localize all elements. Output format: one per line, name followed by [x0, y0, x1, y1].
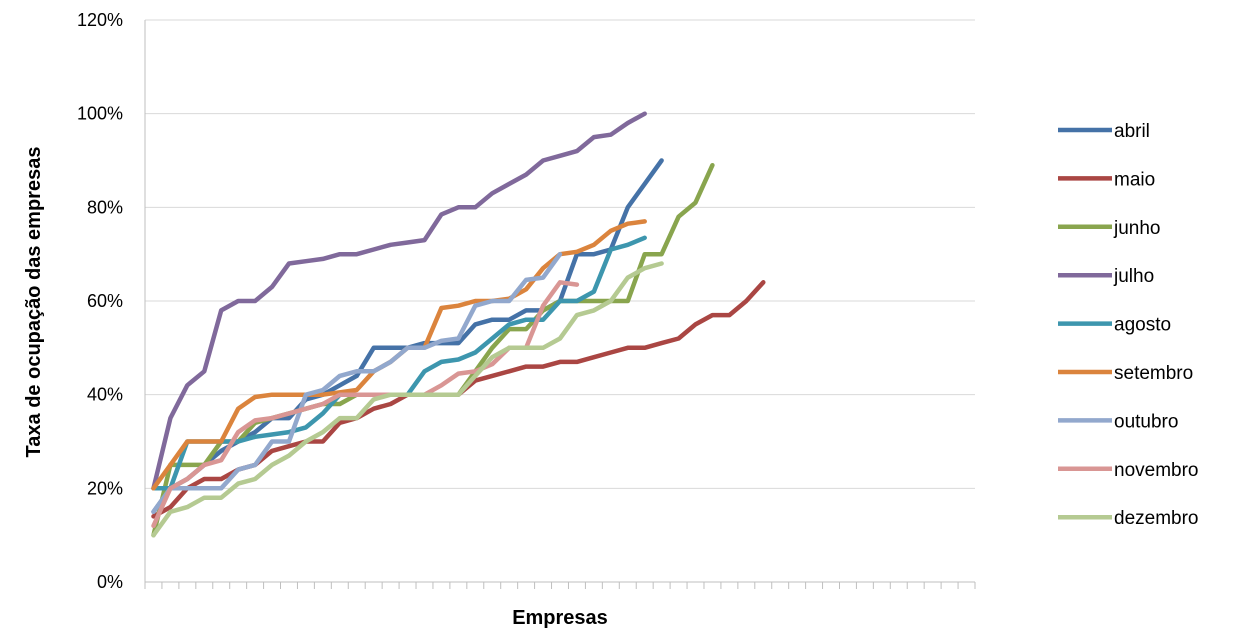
legend: abril maio junho julho agosto setembro outubro…	[1058, 121, 1199, 529]
legend-label-abril: abril	[1114, 121, 1150, 142]
legend-label-outubro: outubro	[1114, 411, 1178, 432]
legend-label-julho: julho	[1113, 266, 1154, 287]
legend-label-dezembro: dezembro	[1114, 508, 1199, 529]
legend-label-maio: maio	[1114, 169, 1155, 190]
y-tick-labels: 0% 20% 40% 60% 80% 100% 120%	[77, 10, 123, 592]
series-line-outubro	[151, 251, 563, 515]
y-tick-label: 120%	[77, 10, 123, 30]
y-tick-label: 60%	[87, 291, 123, 311]
legend-label-setembro: setembro	[1114, 363, 1193, 384]
series-line-abril	[151, 158, 664, 515]
series-lines	[151, 111, 766, 538]
axes	[144, 20, 975, 583]
x-tick-marks	[144, 582, 976, 589]
y-tick-label: 80%	[87, 197, 123, 217]
y-axis-title: Taxa de ocupação das empresas	[23, 147, 45, 458]
series-line-julho	[151, 111, 647, 491]
series-line-dezembro	[151, 261, 664, 538]
y-tick-label: 20%	[87, 478, 123, 498]
x-axis-title: Empresas	[512, 607, 608, 629]
legend-label-junho: junho	[1113, 218, 1161, 239]
y-tick-label: 0%	[97, 572, 123, 592]
series-line-junho	[151, 162, 715, 538]
y-tick-label: 40%	[87, 385, 123, 405]
y-tick-label: 100%	[77, 104, 123, 124]
legend-label-agosto: agosto	[1114, 315, 1171, 336]
legend-label-novembro: novembro	[1114, 460, 1199, 481]
